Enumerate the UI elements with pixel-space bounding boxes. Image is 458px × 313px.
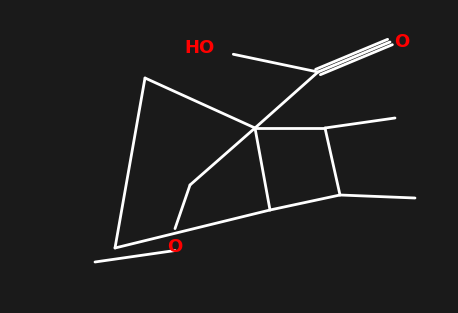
Text: HO: HO bbox=[185, 39, 215, 57]
Text: O: O bbox=[395, 33, 410, 51]
Text: O: O bbox=[167, 238, 183, 256]
